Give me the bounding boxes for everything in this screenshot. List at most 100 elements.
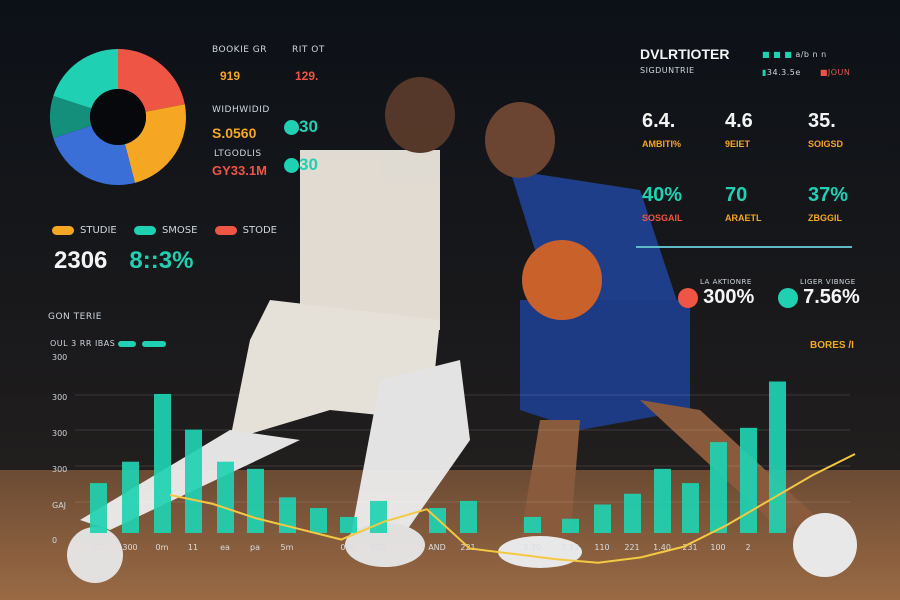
kpi: LIGER VIBNGE 7.56% [778,278,860,309]
stat-side: 30 [284,117,318,137]
legend-label: STUDIE [80,225,117,236]
bar [524,516,541,533]
stat-label: SOIGSD [808,139,844,149]
x-tick-label: 5m [281,543,294,552]
panel-legend: ▮34.3.5e ■JOUN [762,68,851,77]
left-stats: BOOKIE GR RIT OT 919 129. WIDHWIDID S.05… [200,45,330,191]
x-tick-label: 000 [370,543,385,552]
bar [740,427,757,533]
donut-chart [50,49,186,185]
stat-label: LTGODLIS [214,149,262,159]
x-tick-label: 0m [156,543,169,552]
left-stat-row: LTGODLIS GY33.1M 30 [200,149,330,191]
stat-label: WIDHWIDID [212,105,270,115]
bar [247,468,264,533]
donut-segment [53,49,119,109]
x-tick-label: 231 [682,543,697,552]
stat-value: 35. [808,110,836,132]
bar [594,504,611,533]
teal-dot-icon [284,158,299,173]
chart-subtitle: OUL 3 RR IBAS [50,339,172,348]
y-tick-label: 300 [52,353,67,362]
left-stat-row: WIDHWIDID S.0560 30 [200,105,330,149]
legend-text: a/b n n [795,50,827,59]
total-value: 2306 [54,247,108,274]
stat-block: 4.6 9EIET [725,110,753,149]
trend-line [169,453,856,564]
bar [122,461,139,533]
stat-value: 40% [642,184,683,206]
stat-side-label: RIT OT [292,45,325,55]
stat-label: SOSGAIL [642,213,683,223]
kpi-value: 7.56% [803,286,860,308]
basketball [522,240,602,320]
kpi-value: 300% [703,286,755,308]
bar [460,500,477,533]
stat-side-value: 129. [295,69,319,83]
bar [185,429,202,533]
bar [370,500,387,533]
x-tick-label: 221 [624,543,639,552]
right-panel: DVLRTIOTER SIGDUNTRIE ■ ■ ■ a/b n n ▮34.… [640,46,860,77]
x-tick-label: 000 [340,543,355,552]
stat-block: 70 ARAETL [725,184,762,223]
stat-value: 4.6 [725,110,753,132]
x-tick-label: ED [92,543,103,552]
legend-text: 34.3.5e [766,68,801,77]
x-tick-label: AND [428,543,446,552]
bar [682,483,699,533]
player-blue [485,102,857,577]
bar [90,483,107,533]
stat-value: 6.4. [642,110,676,132]
stat-value: 70 [725,184,748,206]
totals: 2306 8::3% [54,247,193,275]
x-tick-label: 300 [122,543,137,552]
stat-label: BOOKIE GR [212,45,268,55]
footnote: BORES /I [810,340,854,351]
teal-dot-icon [778,287,798,308]
y-tick-label: 0 [52,536,57,545]
bar [310,508,327,533]
bar [710,442,727,533]
stat-label: ARAETL [725,213,762,223]
y-tick-label: 300 [52,429,67,438]
stat-value: 37% [808,184,849,206]
x-tick-label: 11 [188,543,198,552]
legend-label: STODE [242,225,277,236]
stat-value: GY33.1M [212,163,267,178]
y-tick-label: 300 [52,393,67,402]
stat-block: 35. SOIGSD [808,110,843,149]
x-tick-label: 2 [745,543,750,552]
stat-label: ZBGGIL [808,213,842,223]
panel-subtitle: SIGDUNTRIE [640,66,695,75]
bar [429,508,446,533]
left-stat-row: BOOKIE GR RIT OT 919 129. [200,45,330,107]
legend: STUDIE SMOSE STODE [52,225,277,236]
bar [154,393,171,533]
y-tick-label: GAJ [52,501,66,510]
kpi: LA AKTIONRE 300% [678,278,754,309]
x-tick-label: 110 [594,543,609,552]
stat-side: 30 [284,155,318,175]
x-tick-label: 100 [710,543,725,552]
total-percent: 8::3% [129,247,194,274]
stat-value: S.0560 [212,125,257,141]
legend-text: JOUN [827,68,851,77]
bar [562,518,579,533]
stat-block: 37% ZBGGIL [808,184,848,223]
panel-title: DVLRTIOTER [640,46,730,62]
stat-side-value: 30 [299,155,318,174]
bar [769,381,786,533]
donut-segment [118,49,185,112]
stat-label: AMBITI% [642,139,681,149]
donut-hole [90,89,146,145]
chart-subtitle-text: OUL 3 RR IBAS [50,339,116,348]
donut-segment [53,125,135,185]
x-tick-label: 3.30 [523,543,541,552]
x-tick-label: ea [220,543,230,552]
bar-line-chart: 300 300 300 300 GAJ 0 ED 300 0m 11 ea pa 5m 000 000 AND… [52,353,856,564]
bar [340,516,357,533]
stat-label: 9EIET [725,139,751,149]
kpi-label: LIGER VIBNGE [800,278,856,286]
